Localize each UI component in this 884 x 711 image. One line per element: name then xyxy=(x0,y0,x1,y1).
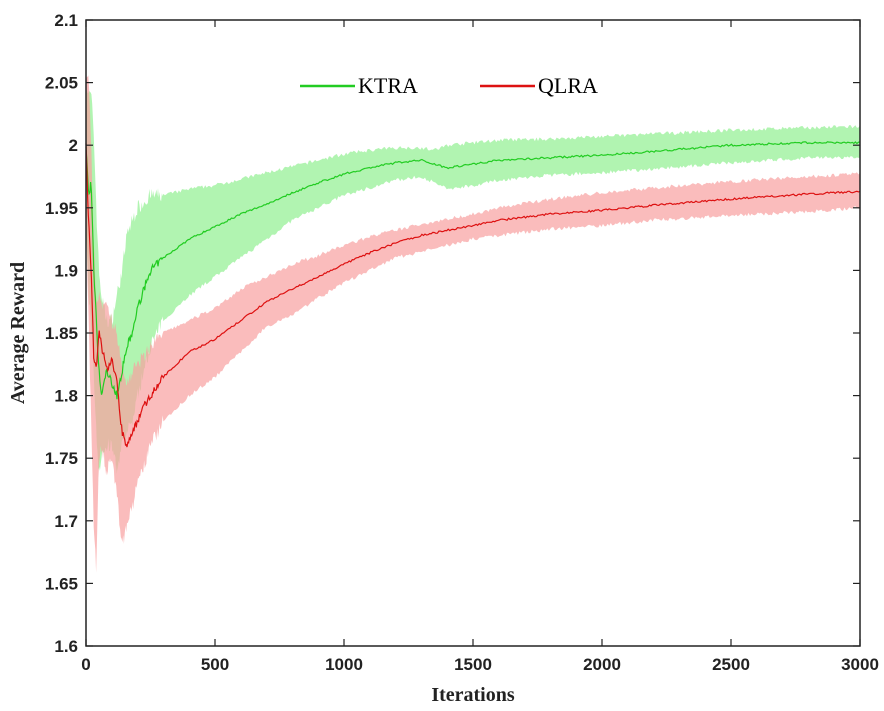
confidence-bands xyxy=(86,75,860,573)
x-tick-label: 500 xyxy=(201,655,229,674)
y-axis-ticks: 1.6 1.65 1.7 1.75 1.8 1.85 1.9 1.95 2 2.05 2.1 xyxy=(45,11,860,656)
x-tick-label: 1000 xyxy=(325,655,363,674)
y-tick-label: 2.05 xyxy=(45,74,78,93)
x-axis-title: Iterations xyxy=(431,684,515,706)
series-lines xyxy=(85,141,861,448)
y-tick-label: 2.1 xyxy=(54,11,78,30)
y-tick-label: 1.6 xyxy=(54,637,78,656)
y-tick-label: 1.85 xyxy=(45,324,78,343)
qlra-line xyxy=(85,143,861,448)
qlra-confidence-band xyxy=(86,75,860,573)
y-tick-label: 1.95 xyxy=(45,199,78,218)
x-tick-label: 0 xyxy=(81,655,90,674)
y-axis-title: Average Reward xyxy=(7,262,29,404)
x-tick-label: 2500 xyxy=(712,655,750,674)
y-tick-label: 1.8 xyxy=(54,387,78,406)
ktra-line xyxy=(85,141,861,400)
y-tick-label: 1.75 xyxy=(45,449,78,468)
x-axis-ticks: 0 500 1000 1500 2000 2500 3000 xyxy=(81,20,879,674)
legend: KTRA QLRA xyxy=(300,73,598,98)
x-tick-label: 2000 xyxy=(583,655,621,674)
ktra-legend-label: KTRA xyxy=(358,73,418,98)
y-tick-label: 1.65 xyxy=(45,574,78,593)
y-tick-label: 1.7 xyxy=(54,512,78,531)
qlra-legend-label: QLRA xyxy=(538,73,598,98)
y-tick-label: 1.9 xyxy=(54,261,78,280)
ktra-confidence-band xyxy=(86,90,860,475)
x-tick-label: 3000 xyxy=(841,655,879,674)
y-tick-label: 2 xyxy=(69,136,78,155)
x-tick-label: 1500 xyxy=(454,655,492,674)
